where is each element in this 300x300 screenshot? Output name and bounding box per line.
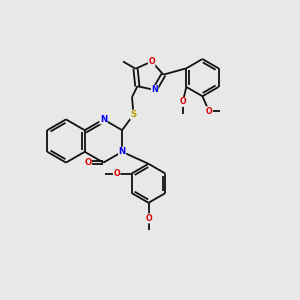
Text: O: O	[84, 158, 92, 167]
Text: O: O	[148, 57, 155, 66]
Text: N: N	[100, 115, 107, 124]
Text: S: S	[130, 110, 136, 119]
Text: O: O	[145, 214, 152, 223]
Text: O: O	[179, 98, 186, 106]
Text: N: N	[118, 147, 126, 156]
Text: O: O	[113, 169, 120, 178]
Text: O: O	[206, 107, 212, 116]
Text: N: N	[151, 85, 158, 94]
